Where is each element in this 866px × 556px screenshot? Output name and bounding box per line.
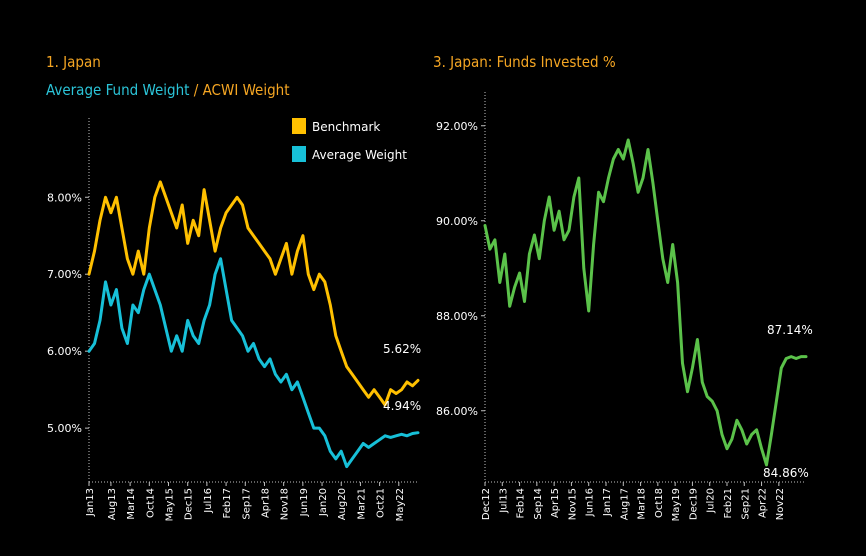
x-tick-label: Oct14 (145, 488, 156, 518)
legend-swatch-benchmark (292, 118, 306, 134)
x-tick-label: Jul16 (203, 488, 214, 514)
x-tick-label: Nov22 (775, 488, 786, 520)
x-tick-label: Dec12 (481, 488, 492, 520)
series-line-benchmark (87, 180, 420, 407)
y-tick-label: 7.00% (47, 268, 82, 281)
x-tick-label: Oct21 (376, 488, 387, 518)
x-tick-label: Oct18 (654, 488, 665, 518)
x-tick-label: Mar21 (356, 488, 367, 520)
benchmark-end-label: 5.62% (383, 342, 421, 356)
right-chart-title: 3. Japan: Funds Invested % (433, 53, 616, 71)
x-tick-label: Feb17 (222, 488, 233, 518)
x-tick-label: Jun19 (299, 488, 310, 517)
x-tick-label: Sep17 (241, 488, 252, 520)
y-tick-label: 86.00% (436, 405, 478, 418)
x-tick-label: Sep14 (533, 488, 544, 520)
legend-label-average-weight: Average Weight (312, 148, 407, 162)
x-tick-label: Jul20 (706, 488, 717, 514)
x-tick-label: Jun16 (585, 488, 596, 517)
x-tick-label: Mar18 (637, 488, 648, 520)
legend-label-benchmark: Benchmark (312, 120, 380, 134)
series-line-average-weight (87, 257, 420, 469)
legend-swatch-average-weight (292, 146, 306, 162)
y-tick-label: 5.00% (47, 422, 82, 435)
x-tick-label: Dec15 (184, 488, 195, 520)
left-chart-subtitle: Average Fund Weight / ACWI Weight (46, 81, 290, 99)
x-tick-label: May15 (165, 488, 176, 521)
x-tick-label: Jan13 (85, 488, 96, 517)
x-tick-label: Jan17 (602, 488, 613, 517)
x-tick-label: Apr22 (758, 488, 769, 518)
x-tick-label: Jul13 (498, 488, 509, 514)
x-tick-label: Sep21 (740, 488, 751, 520)
x-tick-label: Mar14 (126, 488, 137, 520)
x-tick-label: Nov18 (280, 488, 291, 520)
subtitle-separator: / (189, 81, 203, 99)
y-tick-label: 6.00% (47, 345, 82, 358)
y-tick-label: 8.00% (47, 191, 82, 204)
x-tick-label: Jan20 (318, 488, 329, 517)
x-tick-label: Apr18 (260, 488, 271, 518)
subtitle-acwi-weight: ACWI Weight (202, 81, 290, 99)
x-tick-label: Nov15 (567, 488, 578, 520)
x-tick-label: Aug13 (107, 488, 118, 520)
min-value-label: 84.86% (763, 466, 809, 480)
subtitle-average-fund-weight: Average Fund Weight (46, 81, 190, 99)
y-tick-label: 92.00% (436, 120, 478, 133)
x-tick-label: Aug20 (337, 488, 348, 520)
x-tick-label: Dec19 (688, 488, 699, 520)
x-tick-label: Apr15 (550, 488, 561, 518)
average-weight-end-label: 4.94% (383, 399, 421, 413)
y-tick-label: 88.00% (436, 310, 478, 323)
x-tick-label: May19 (671, 488, 682, 521)
x-tick-label: May22 (395, 488, 406, 521)
x-tick-label: Feb21 (723, 488, 734, 518)
last-value-label: 87.14% (767, 323, 813, 337)
left-chart-title: 1. Japan (46, 53, 101, 71)
x-tick-label: Aug17 (619, 488, 630, 520)
series-line-funds-invested (483, 138, 808, 467)
x-tick-label: Feb14 (516, 488, 527, 518)
y-tick-label: 90.00% (436, 215, 478, 228)
